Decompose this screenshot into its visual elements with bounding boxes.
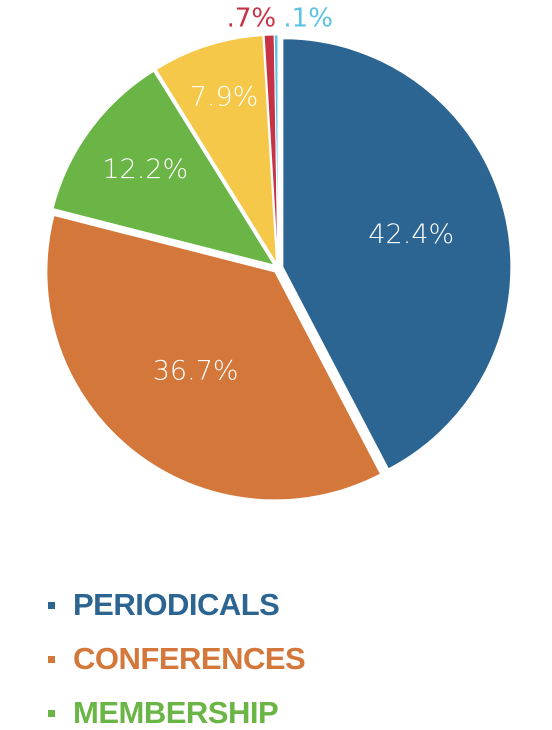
slice-label: 12.2% <box>102 154 188 185</box>
legend-label-conferences: CONFERENCES <box>73 641 306 676</box>
legend-swatch-conferences <box>48 655 55 663</box>
pie-slice <box>282 38 512 470</box>
legend-item-periodicals: PERIODICALS <box>48 578 305 632</box>
pie-svg: 42.4% 36.7% 12.2% 7.9% .7% .1% <box>46 4 512 501</box>
legend-item-conferences: CONFERENCES <box>48 632 306 686</box>
pie-slice <box>155 35 277 264</box>
legend-item-membership: MEMBERSHIP <box>48 686 305 730</box>
legend-swatch-membership <box>48 709 55 717</box>
legend-label-periodicals: PERIODICALS <box>73 587 280 622</box>
slice-label: .7% <box>227 4 277 34</box>
legend-label-membership: MEMBERSHIP <box>73 695 279 730</box>
slice-label: .1% <box>283 4 333 34</box>
pie-slice <box>52 70 276 266</box>
slice-label: 42.4% <box>368 219 454 250</box>
slice-label: 36.7% <box>153 356 239 387</box>
pie-slice <box>273 34 279 264</box>
slice-label: 7.9% <box>190 82 259 113</box>
pie-slice <box>46 214 382 501</box>
legend-swatch-periodicals <box>48 601 55 609</box>
legend: PERIODICALS CONFERENCES MEMBERSHIP <box>48 578 306 730</box>
